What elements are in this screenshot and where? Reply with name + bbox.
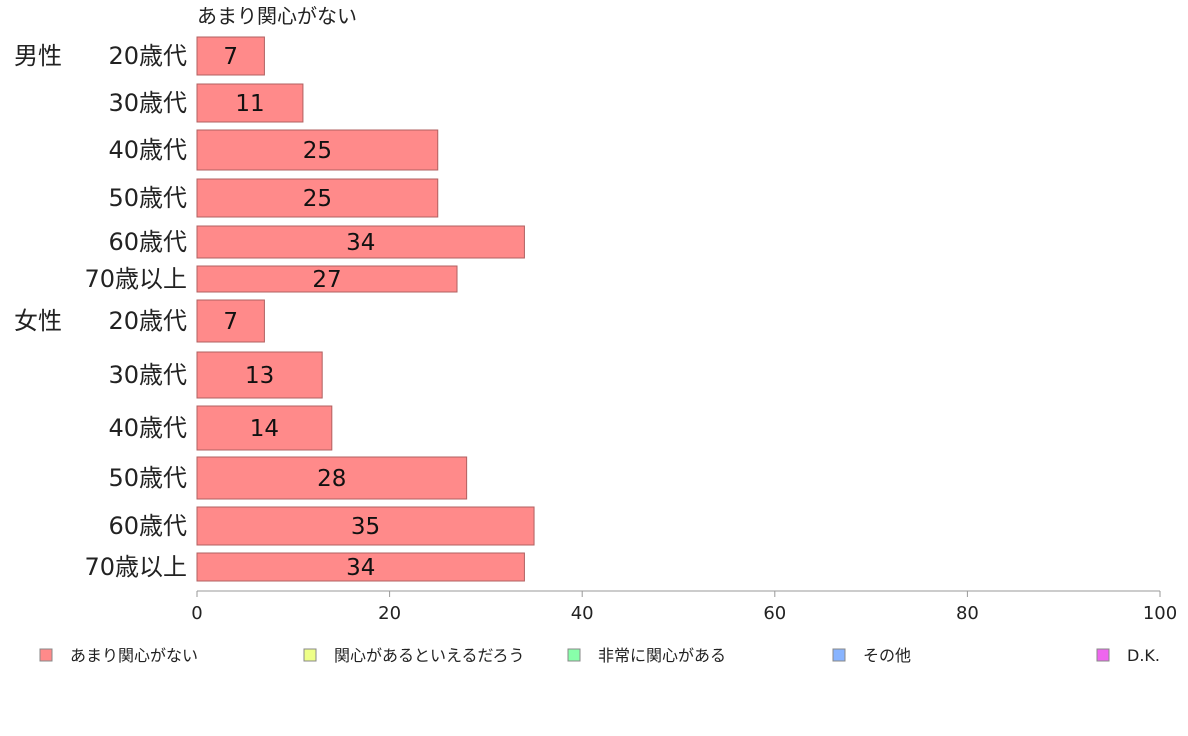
bar-value-label: 34 (346, 230, 375, 256)
bar (196, 129, 439, 171)
legend-swatch (1096, 648, 1110, 662)
bar (196, 36, 265, 76)
legend-swatch (832, 648, 846, 662)
legend-label: 非常に関心がある (598, 646, 726, 665)
category-label: 50歳代 (108, 184, 187, 212)
x-tick-label: 0 (191, 603, 202, 624)
bar-value-label: 25 (303, 186, 332, 212)
bar-value-label: 27 (312, 267, 341, 293)
bar-value-label: 34 (346, 555, 375, 581)
bar (196, 456, 468, 500)
category-label: 20歳代 (108, 307, 187, 335)
legend-swatch (39, 648, 53, 662)
bar-value-label: 7 (223, 309, 238, 335)
bar (196, 506, 535, 546)
bar (196, 225, 525, 259)
group-label: 女性 (14, 307, 62, 335)
bar-value-label: 13 (245, 363, 274, 389)
bar (196, 552, 525, 582)
category-label: 60歳代 (108, 228, 187, 256)
x-tick-label: 80 (956, 603, 979, 624)
bar-value-label: 14 (250, 416, 279, 442)
series-top-label: あまり関心がない (197, 4, 357, 28)
bar-value-label: 35 (351, 514, 380, 540)
bar-value-label: 7 (223, 44, 238, 70)
bar (196, 265, 458, 293)
legend-swatch (303, 648, 317, 662)
bar (196, 299, 265, 343)
group-label: 男性 (14, 42, 62, 70)
legend-label: D.K. (1127, 646, 1160, 665)
legend-label: 関心があるといえるだろう (334, 646, 525, 665)
bar (196, 405, 333, 451)
category-label: 20歳代 (108, 42, 187, 70)
bar (196, 178, 439, 218)
bar-value-label: 11 (235, 91, 264, 117)
bar (196, 351, 323, 399)
category-label: 70歳以上 (84, 553, 187, 581)
bar (196, 83, 304, 123)
category-label: 30歳代 (108, 89, 187, 117)
category-label: 70歳以上 (84, 265, 187, 293)
category-label: 60歳代 (108, 512, 187, 540)
x-tick-label: 40 (571, 603, 594, 624)
legend-label: あまり関心がない (70, 646, 198, 665)
x-tick-label: 100 (1143, 603, 1177, 624)
legend-swatch (567, 648, 581, 662)
legend-label: その他 (863, 646, 911, 665)
bar-value-label: 25 (303, 138, 332, 164)
category-label: 40歳代 (108, 136, 187, 164)
x-tick-label: 60 (763, 603, 786, 624)
x-tick-label: 20 (378, 603, 401, 624)
category-label: 30歳代 (108, 361, 187, 389)
bar-value-label: 28 (317, 466, 346, 492)
category-label: 40歳代 (108, 414, 187, 442)
category-label: 50歳代 (108, 464, 187, 492)
